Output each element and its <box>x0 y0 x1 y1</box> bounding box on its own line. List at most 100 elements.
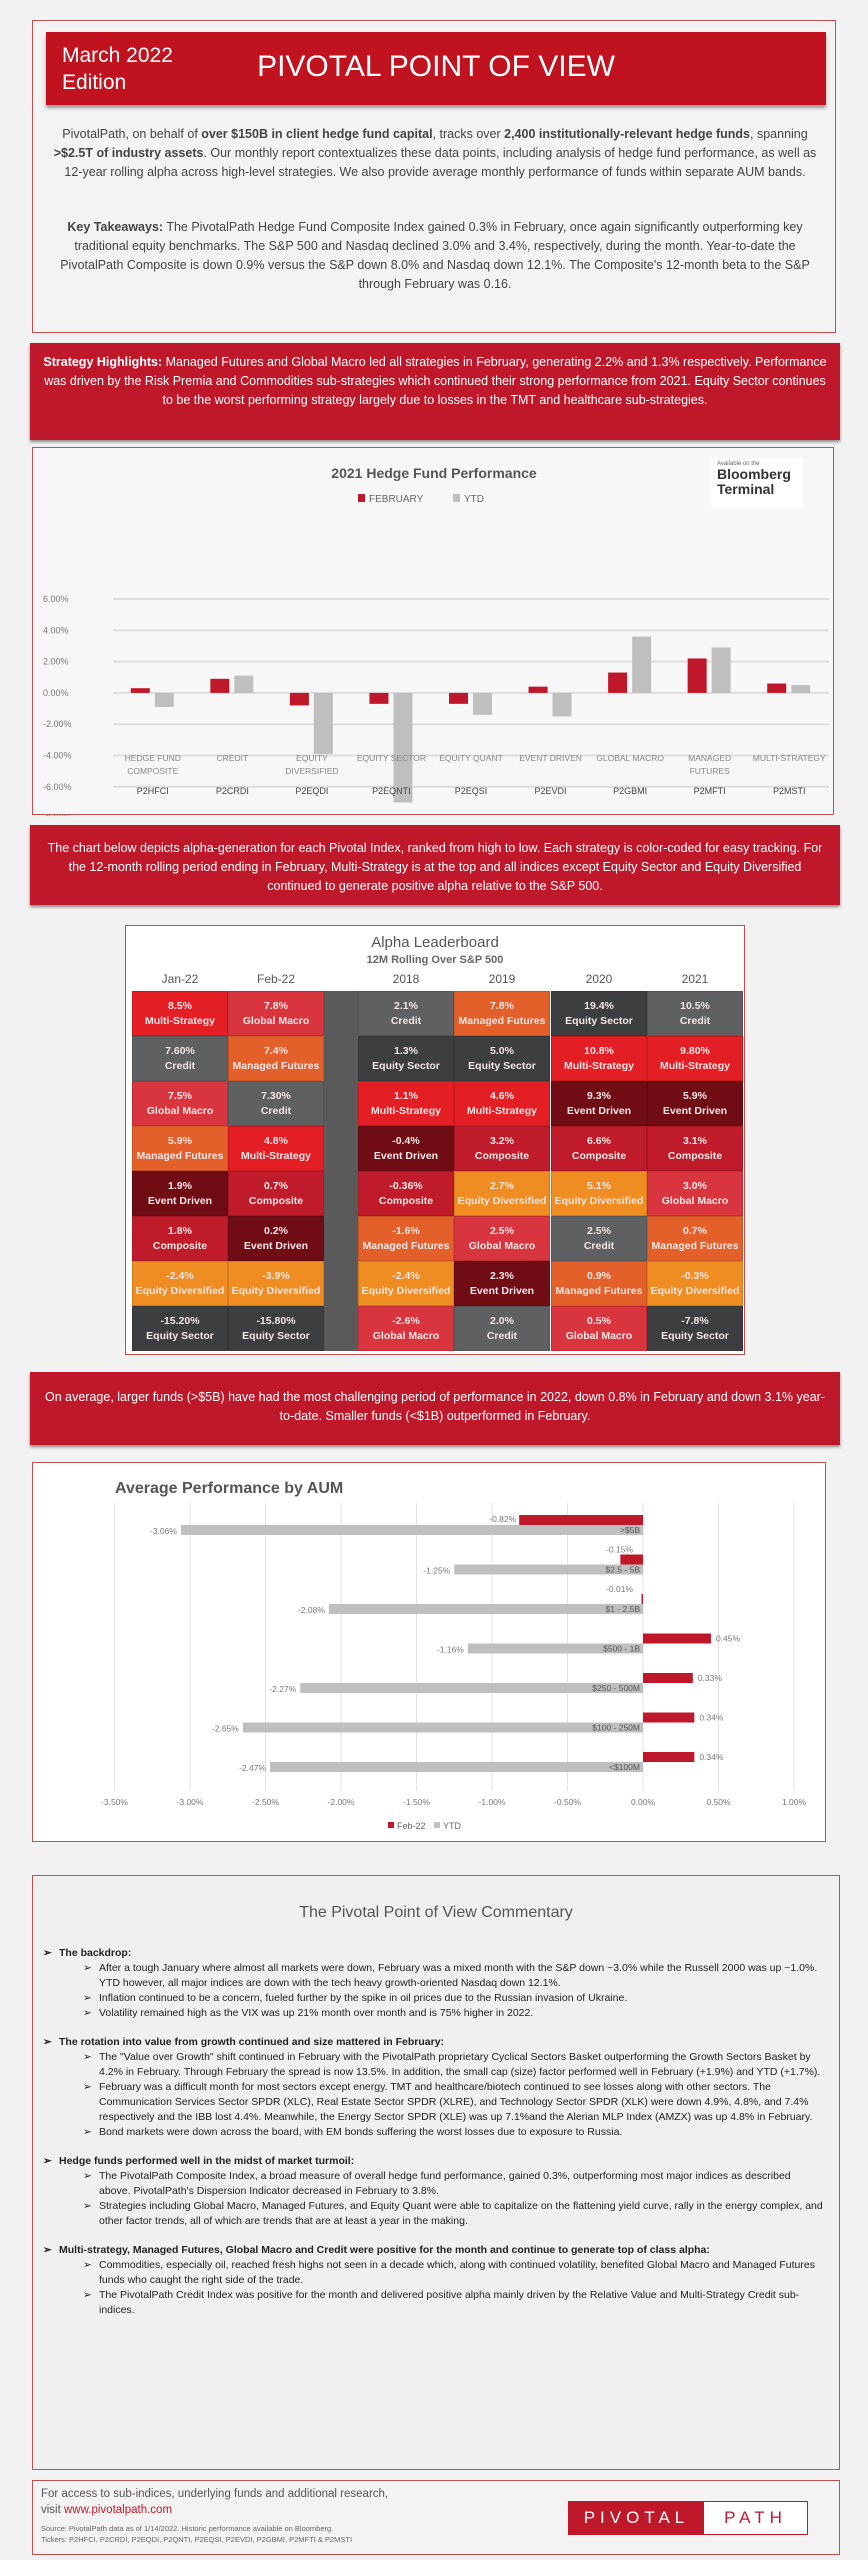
y-tick-label: -8.00% <box>43 813 72 816</box>
leaderboard-cell: 1.8% Composite <box>132 1216 228 1261</box>
data-label-feb: -0.01% <box>606 1584 633 1594</box>
section-heading: The rotation into value from growth cont… <box>59 2036 445 2048</box>
x-tick-label: -0.50% <box>554 1797 581 1807</box>
strategy-highlights-banner: Strategy Highlights: Managed Futures and… <box>30 343 840 440</box>
alpha-explanation-banner: The chart below depicts alpha-generation… <box>30 825 840 905</box>
strategy-name: Credit <box>164 1060 196 1072</box>
x-tick-label: 0.00% <box>631 1797 656 1807</box>
aum-banner: On average, larger funds (>$5B) have had… <box>30 1372 840 1445</box>
bar-feb-22 <box>643 1712 695 1723</box>
leaderboard-cell: 9.80% Multi-Strategy <box>647 1036 743 1081</box>
leaderboard-cell: 3.1% Composite <box>647 1126 743 1171</box>
leaderboard-cell: 3.2% Composite <box>454 1126 550 1171</box>
intro-segment: , tracks over <box>432 127 505 141</box>
bar-feb-22 <box>643 1673 693 1683</box>
strategy-name: Global Macro <box>146 1105 214 1117</box>
strategy-name: Composite <box>474 1150 530 1162</box>
logo-right: PATH <box>704 2502 807 2534</box>
leaderboard-cell: -7.8% Equity Sector <box>647 1306 743 1351</box>
strategy-name: Managed Futures <box>232 1060 320 1072</box>
key-takeaways-text: The PivotalPath Hedge Fund Composite Ind… <box>60 220 810 291</box>
category-label: $500 - 1B <box>603 1644 640 1654</box>
leaderboard-cell: -15.80% Equity Sector <box>228 1306 324 1351</box>
alpha-value: -0.3% <box>681 1270 709 1282</box>
x-category-label: EQUITY DIVERSIFIED <box>285 753 338 776</box>
strategy-name: Event Driven <box>147 1195 213 1207</box>
leaderboard-cell: 2.0% Credit <box>454 1306 550 1351</box>
x-tick-label: -3.00% <box>177 1797 204 1807</box>
footer-visit: visit <box>41 2504 64 2516</box>
y-tick-label: -6.00% <box>43 782 72 792</box>
bullet-item: Bond markets were down across the board,… <box>43 2125 823 2140</box>
bar-feb-22 <box>643 1752 695 1762</box>
alpha-value: 5.1% <box>587 1180 611 1192</box>
strategy-name: Managed Futures <box>458 1015 546 1027</box>
ticker-label: P2MSTI <box>773 786 806 796</box>
alpha-value: 7.4% <box>264 1045 288 1057</box>
data-label-feb: -0.15% <box>606 1545 633 1555</box>
strategy-highlights-label: Strategy Highlights: <box>43 355 163 369</box>
aum-performance-chart: Average Performance by AUM -3.50% -3.00% -2… <box>32 1462 826 1842</box>
strategy-name: Managed Futures <box>362 1240 450 1252</box>
strategy-name: Credit <box>679 1015 711 1027</box>
category-label: $100 - 250M <box>592 1723 640 1733</box>
x-tick-label: -1.50% <box>403 1797 430 1807</box>
strategy-name: Event Driven <box>662 1105 728 1117</box>
alpha-value: -2.4% <box>392 1270 420 1282</box>
strategy-name: Credit <box>486 1330 518 1342</box>
bullet-item: Volatility remained high as the VIX was … <box>43 2006 823 2021</box>
strategy-name: Equity Diversified <box>650 1285 740 1297</box>
strategy-name: Equity Sector <box>242 1330 310 1342</box>
x-tick-label: 1.00% <box>782 1797 807 1807</box>
strategy-name: Composite <box>248 1195 304 1207</box>
strategy-highlights-text: Managed Futures and Global Macro led all… <box>44 355 827 407</box>
key-takeaways-label: Key Takeaways: <box>67 220 164 234</box>
alpha-value: 9.80% <box>680 1045 710 1057</box>
bullet-item: Inflation continued to be a concern, fue… <box>43 1991 823 2006</box>
leaderboard-column-header: 2019 <box>488 972 516 986</box>
leaderboard-cell: 2.5% Credit <box>551 1216 647 1261</box>
leaderboard-cell: 1.3% Equity Sector <box>358 1036 454 1081</box>
category-label: $1 - 2.5B <box>606 1604 641 1614</box>
leaderboard-cell: 5.1% Equity Diversified <box>551 1171 647 1216</box>
leaderboard-cell: 7.8% Global Macro <box>228 991 324 1036</box>
data-label-feb: 0.33% <box>698 1673 723 1683</box>
ticker-label: P2GBMI <box>613 786 647 796</box>
strategy-name: Global Macro <box>242 1015 310 1027</box>
bar-feb-22 <box>620 1554 643 1565</box>
alpha-value: 7.8% <box>490 1000 514 1012</box>
data-label-feb: 0.45% <box>716 1634 741 1644</box>
intro-segment: 2,400 institutionally-relevant hedge fun… <box>504 127 751 141</box>
alpha-value: 2.5% <box>587 1225 611 1237</box>
chart-title: 2021 Hedge Fund Performance <box>331 465 537 481</box>
bullet-text: The PivotalPath Credit Index was positiv… <box>99 2289 800 2316</box>
website-link[interactable]: www.pivotalpath.com <box>64 2504 173 2516</box>
commentary-panel: The Pivotal Point of View Commentary The… <box>32 1875 840 2470</box>
leaderboard-cell: 0.7% Composite <box>228 1171 324 1216</box>
alpha-value: 3.2% <box>490 1135 514 1147</box>
alpha-value: 10.8% <box>584 1045 614 1057</box>
alpha-value: -1.6% <box>392 1225 420 1237</box>
edition-label: March 2022 Edition <box>62 44 173 94</box>
bar-february <box>289 692 309 706</box>
alpha-value: 3.1% <box>683 1135 707 1147</box>
strategy-name: Credit <box>583 1240 615 1252</box>
leaderboard-cell: -2.4% Equity Diversified <box>132 1261 228 1306</box>
strategy-name: Managed Futures <box>555 1285 643 1297</box>
strategy-name: Multi-Strategy <box>563 1060 634 1072</box>
leaderboard-cell: -0.4% Event Driven <box>358 1126 454 1171</box>
y-tick-label: 2.00% <box>43 657 69 667</box>
intro-segment: over $150B in client hedge fund capital <box>201 127 433 141</box>
alpha-value: 2.1% <box>394 1000 418 1012</box>
bar-february <box>210 678 230 693</box>
leaderboard-cell: 4.8% Multi-Strategy <box>228 1126 324 1171</box>
alpha-value: 0.9% <box>587 1270 611 1282</box>
strategy-name: Equity Sector <box>372 1060 440 1072</box>
commentary-title: The Pivotal Point of View Commentary <box>299 1904 573 1921</box>
leaderboard-cell: 19.4% Equity Sector <box>551 991 647 1036</box>
strategy-name: Credit <box>260 1105 292 1117</box>
bullet-item: Commodities, especially oil, reached fre… <box>43 2258 823 2288</box>
leaderboard-cell: 0.5% Global Macro <box>551 1306 647 1351</box>
data-label-feb: 0.34% <box>699 1713 724 1723</box>
bloomberg-line2: Terminal <box>717 481 775 497</box>
